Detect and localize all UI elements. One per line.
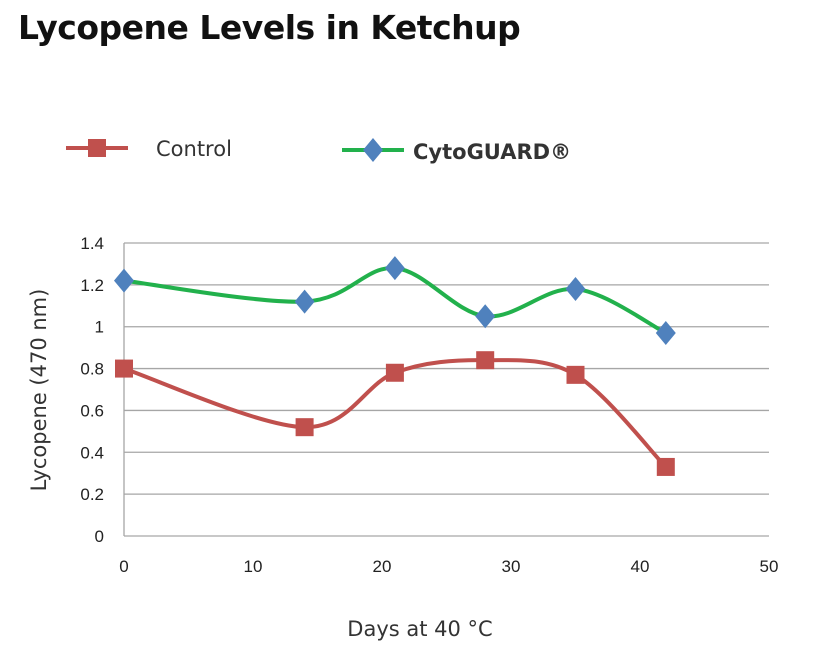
y-axis-label: Lycopene (470 nm) [27,289,51,492]
data-point-0 [385,363,404,382]
x-tick-label: 50 [760,557,779,576]
data-point-1 [384,256,405,281]
x-tick-label: 0 [119,557,128,576]
y-tick-label: 1 [95,318,104,337]
data-point-1 [475,304,496,329]
x-axis-label: Days at 40 °C [347,617,492,641]
x-tick-label: 10 [244,557,263,576]
y-tick-label: 0.4 [80,443,104,462]
data-point-1 [565,277,586,302]
data-point-0 [115,359,133,378]
y-tick-label: 1.2 [80,276,104,295]
x-tick-label: 40 [631,557,650,576]
chart-title: Lycopene Levels in Ketchup [18,8,521,47]
data-point-0 [656,457,675,476]
legend-label-cytoguard: CytoGUARD® [413,140,571,164]
y-tick-label: 0.8 [80,360,104,379]
legend-marker-control [88,139,106,157]
y-tick-label: 0.2 [80,485,104,504]
data-point-1 [655,320,676,345]
data-point-0 [476,351,495,370]
legend-marker-cytoguard [363,138,383,162]
data-point-1 [294,289,315,314]
y-tick-label: 1.4 [80,234,104,253]
y-tick-label: 0 [95,527,104,546]
x-tick-label: 30 [502,557,521,576]
legend-label-control: Control [156,137,232,161]
data-point-0 [566,365,585,384]
data-point-1 [114,268,134,293]
y-tick-label: 0.6 [80,401,104,420]
series-line-0 [123,358,668,469]
x-tick-label: 20 [373,557,392,576]
data-point-0 [295,418,314,437]
